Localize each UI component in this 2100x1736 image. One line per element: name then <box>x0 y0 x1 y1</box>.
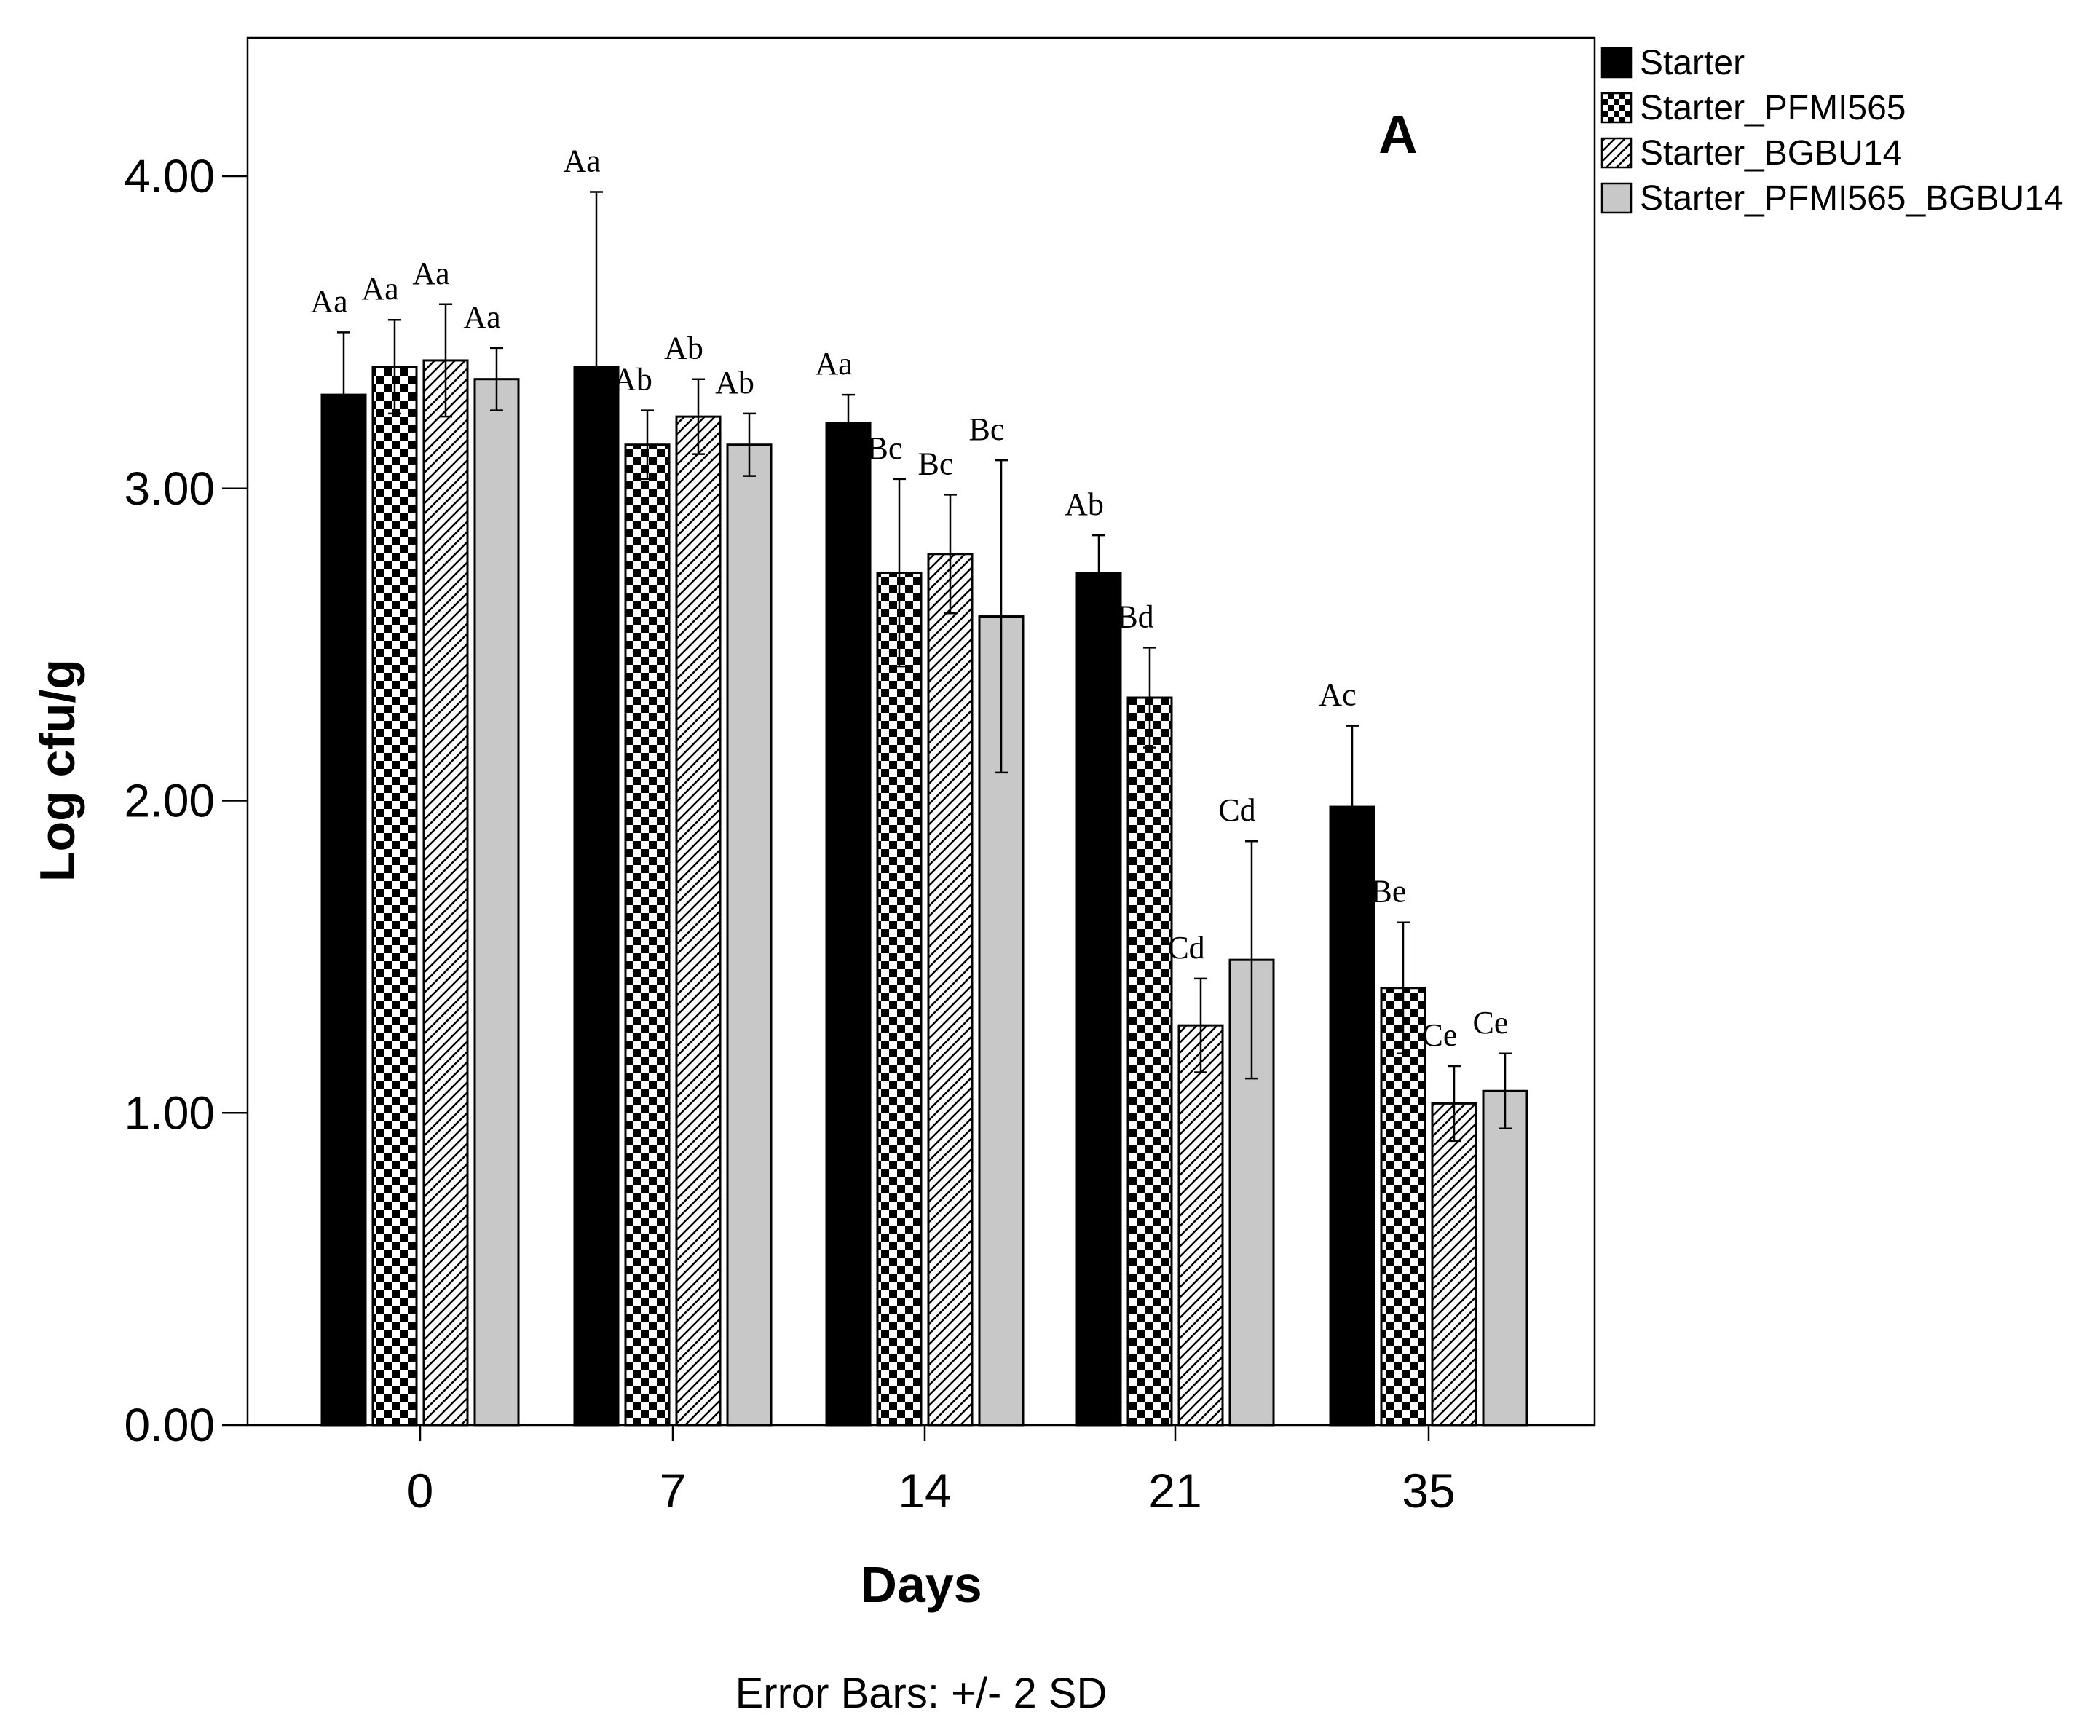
error-bar-Starter_PFMI565-day-21 <box>1143 647 1156 749</box>
data-label-Starter_PFMI565-day-35: Be <box>1371 874 1407 910</box>
error-bar-Starter_PFMI565_BGBU14-day-0 <box>490 347 503 411</box>
y-axis-label: Log cfu/g <box>30 659 85 882</box>
data-label-Starter_PFMI565_BGBU14-day-14: Bc <box>969 411 1005 447</box>
data-label-Starter_BGBU14-day-35: Ce <box>1422 1017 1458 1053</box>
x-axis-label: Days <box>860 1556 982 1613</box>
data-label-Starter-day-0: Aa <box>310 283 347 319</box>
data-label-Starter_BGBU14-day-0: Aa <box>412 256 449 291</box>
y-tick-label: 3.00 <box>124 462 215 515</box>
y-tick-label: 2.00 <box>124 775 215 827</box>
data-label-Starter-day-21: Ab <box>1065 486 1104 522</box>
legend-swatch <box>1600 47 1633 79</box>
y-axis: 0.00 1.00 2.00 3.00 4.00 <box>124 150 248 1451</box>
error-bar-Starter_PFMI565-day-35 <box>1397 921 1410 1055</box>
bar-Starter_BGBU14-day-21 <box>1177 1024 1224 1427</box>
legend-swatch <box>1600 182 1633 214</box>
bar-Starter_PFMI565-day-7 <box>624 443 671 1427</box>
y-tick-label: 0.00 <box>124 1399 215 1451</box>
legend-item-Starter: Starter <box>1600 44 1745 82</box>
error-bar-Starter_BGBU14-day-0 <box>439 303 452 418</box>
data-label-Starter_PFMI565_BGBU14-day-7: Ab <box>715 365 754 401</box>
legend-swatch <box>1600 92 1633 124</box>
error-bar-Starter-day-14 <box>842 393 855 452</box>
bar-Starter_BGBU14-day-0 <box>422 359 469 1427</box>
bar-Starter_BGBU14-day-7 <box>675 415 722 1427</box>
y-tick-label: 4.00 <box>124 150 215 202</box>
data-label-Starter_BGBU14-day-7: Ab <box>664 331 703 366</box>
bar-Starter-day-14 <box>825 422 872 1427</box>
data-label-Starter_BGBU14-day-14: Bc <box>918 446 954 481</box>
error-bar-Starter-day-35 <box>1346 725 1359 889</box>
legend-label: Starter_PFMI565 <box>1640 89 1906 127</box>
significance-letters-layer: Aa Aa Aa Aa Aa Ab Ab Ab Aa Bc Bc Bc Ab Bd Cd Cd Ac Be Ce Ce <box>310 143 1508 1053</box>
legend: Starter Starter_PFMI565 Starter_BGBU14 Star… <box>1600 44 2064 218</box>
legend-label: Starter <box>1640 44 1745 82</box>
bar-Starter-day-35 <box>1329 805 1375 1427</box>
x-tick-label: 7 <box>660 1464 687 1518</box>
x-axis: 0 7 14 21 35 <box>407 1425 1456 1518</box>
legend-swatch <box>1600 137 1633 169</box>
error-bar-Starter_PFMI565_BGBU14-day-14 <box>995 459 1008 774</box>
bar-Starter-day-7 <box>573 366 620 1427</box>
bar-Starter_PFMI565_BGBU14-day-7 <box>726 443 773 1427</box>
x-tick-label: 35 <box>1402 1464 1455 1518</box>
data-label-Starter-day-14: Aa <box>815 346 852 382</box>
bar-Starter_PFMI565_BGBU14-day-21 <box>1228 958 1275 1427</box>
error-bar-Starter-day-0 <box>337 331 350 459</box>
error-bar-Starter_PFMI565-day-7 <box>641 409 654 481</box>
error-bars-footnote: Error Bars: +/- 2 SD <box>735 1670 1108 1717</box>
legend-label: Starter_BGBU14 <box>1640 134 1902 173</box>
data-label-Starter_PFMI565-day-7: Ab <box>613 362 652 398</box>
y-tick-label: 1.00 <box>124 1086 215 1139</box>
error-bar-Starter-day-7 <box>590 191 603 542</box>
data-label-Starter-day-35: Ac <box>1319 677 1356 713</box>
bar-Starter_PFMI565-day-0 <box>371 366 418 1427</box>
bar-Starter_PFMI565_BGBU14-day-0 <box>473 378 520 1427</box>
legend-item-Starter_BGBU14: Starter_BGBU14 <box>1600 134 1902 173</box>
bar-Starter_PFMI565-day-21 <box>1126 696 1173 1427</box>
data-label-Starter_PFMI565-day-14: Bc <box>867 430 903 466</box>
panel-label: A <box>1378 104 1417 165</box>
error-bars-layer <box>337 191 1512 1143</box>
x-tick-label: 0 <box>407 1464 434 1518</box>
data-label-Starter-day-7: Aa <box>563 143 600 178</box>
data-label-Starter_PFMI565_BGBU14-day-0: Aa <box>463 299 500 335</box>
bar-Starter-day-21 <box>1075 572 1122 1427</box>
bar-Starter_BGBU14-day-14 <box>927 553 974 1427</box>
x-tick-label: 14 <box>898 1464 951 1518</box>
bar-Starter_PFMI565-day-14 <box>876 572 923 1427</box>
error-bar-Starter_PFMI565-day-0 <box>388 318 401 415</box>
error-bar-Starter_BGBU14-day-21 <box>1194 977 1207 1073</box>
data-label-Starter_PFMI565-day-0: Aa <box>361 271 398 307</box>
data-label-Starter_PFMI565_BGBU14-day-35: Ce <box>1473 1005 1509 1041</box>
bar-Starter_PFMI565_BGBU14-day-35 <box>1482 1089 1528 1427</box>
error-bar-Starter_PFMI565-day-14 <box>893 478 906 668</box>
legend-label: Starter_PFMI565_BGBU14 <box>1640 179 2064 218</box>
error-bar-Starter-day-21 <box>1092 534 1105 612</box>
error-bar-Starter_PFMI565_BGBU14-day-21 <box>1245 840 1258 1080</box>
error-bar-Starter_BGBU14-day-35 <box>1448 1065 1461 1143</box>
legend-item-Starter_PFMI565: Starter_PFMI565 <box>1600 89 1906 127</box>
x-tick-label: 21 <box>1148 1464 1201 1518</box>
error-bar-Starter_PFMI565_BGBU14-day-35 <box>1499 1052 1512 1129</box>
bar-Starter_BGBU14-day-35 <box>1431 1102 1477 1427</box>
legend-item-Starter_PFMI565_BGBU14: Starter_PFMI565_BGBU14 <box>1600 179 2064 218</box>
bar-Starter_PFMI565-day-35 <box>1380 987 1426 1427</box>
data-label-Starter_PFMI565_BGBU14-day-21: Cd <box>1218 792 1255 828</box>
bar-Starter-day-0 <box>320 393 367 1427</box>
data-label-Starter_PFMI565-day-21: Bd <box>1116 599 1153 634</box>
data-label-Starter_BGBU14-day-21: Cd <box>1167 930 1204 966</box>
bar-Starter_PFMI565_BGBU14-day-14 <box>978 615 1025 1427</box>
error-bar-Starter_PFMI565_BGBU14-day-7 <box>743 412 756 477</box>
error-bar-Starter_BGBU14-day-14 <box>944 494 957 615</box>
error-bar-Starter_BGBU14-day-7 <box>692 378 705 455</box>
